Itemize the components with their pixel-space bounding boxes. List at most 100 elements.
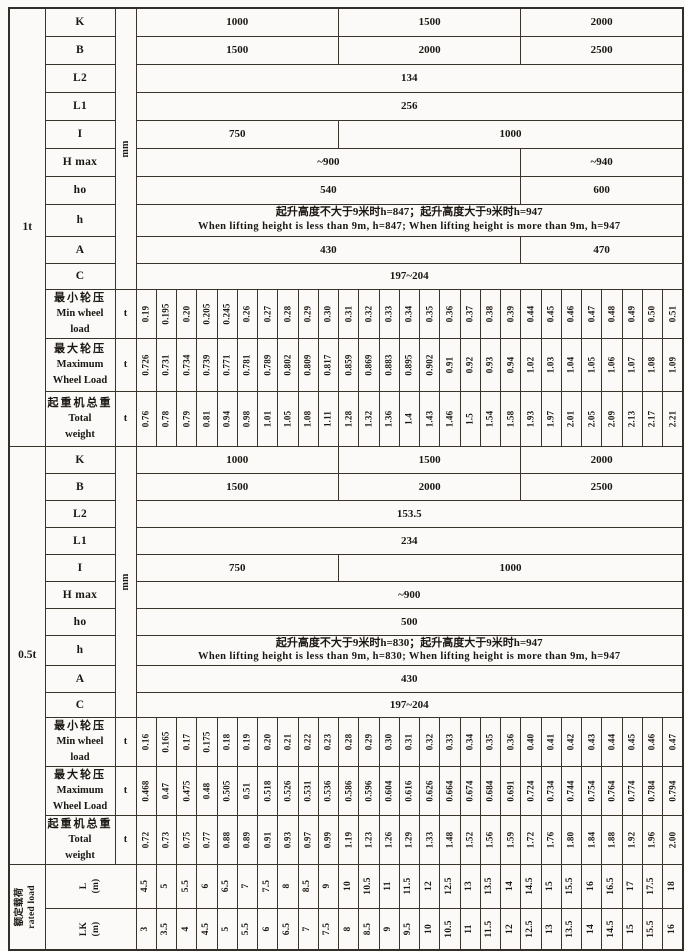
rotated-text: 1.80 bbox=[565, 831, 576, 848]
table-row: L2 134 bbox=[9, 63, 684, 93]
rotated-text: 0.23 bbox=[322, 733, 333, 750]
load-unit-cell: t bbox=[114, 390, 137, 447]
rotated-text: 10 bbox=[423, 923, 434, 934]
value-cell: 12.5 bbox=[520, 907, 542, 951]
rotated-text: 11 bbox=[464, 924, 475, 934]
rotated-text: 0.205 bbox=[201, 302, 212, 325]
value-cell: 1.32 bbox=[358, 390, 380, 447]
rotated-text: 12.5 bbox=[443, 877, 454, 895]
value-cell: 0.31 bbox=[398, 716, 421, 767]
value-cell: 0.98 bbox=[236, 390, 259, 447]
value-cell: 0.48 bbox=[601, 288, 623, 339]
value-cell: 0.205 bbox=[196, 288, 218, 339]
value-cell: 0.45 bbox=[621, 716, 643, 767]
rotated-text: 0.22 bbox=[302, 733, 313, 750]
value-cell: 2.17 bbox=[641, 390, 664, 447]
value-cell: 8.5 bbox=[358, 907, 380, 951]
value-cell: 0.30 bbox=[378, 716, 400, 767]
rotated-text: 2.21 bbox=[666, 410, 677, 427]
value-cell: 8 bbox=[337, 907, 360, 951]
dim-value-cell: 600 bbox=[520, 175, 684, 205]
rotated-text: 3.5 bbox=[160, 922, 171, 936]
value-cell: 0.794 bbox=[662, 765, 684, 816]
load-row-label-cell: 最大轮压 Maximum Wheel Load bbox=[44, 337, 116, 392]
value-cell: 0.88 bbox=[216, 814, 238, 865]
value-cell: 0.604 bbox=[378, 765, 400, 816]
rotated-text: 0.19 bbox=[241, 733, 252, 750]
value-cell: 0.43 bbox=[580, 716, 603, 767]
value-cell: 13 bbox=[540, 907, 562, 951]
value-cell: 1.43 bbox=[418, 390, 441, 447]
rotated-text: 1.03 bbox=[545, 356, 556, 373]
value-cell: 0.764 bbox=[601, 765, 623, 816]
value-cell: 0.99 bbox=[317, 814, 340, 865]
value-cell: 0.869 bbox=[358, 337, 380, 392]
rotated-text: 0.34 bbox=[403, 305, 414, 322]
value-cell: 0.50 bbox=[641, 288, 664, 339]
rotated-text: 0.774 bbox=[626, 779, 637, 802]
value-cell: 0.44 bbox=[601, 716, 623, 767]
rotated-text: 0.45 bbox=[626, 733, 637, 750]
value-cell: 15 bbox=[540, 863, 562, 909]
table-row: B 1500 2000 2500 bbox=[9, 472, 684, 501]
row-label-h-max: H max bbox=[44, 580, 116, 609]
rotated-text: 2.09 bbox=[606, 410, 617, 427]
dim-value-cell: 1000 bbox=[135, 445, 339, 474]
rotated-text: 0.664 bbox=[444, 779, 455, 802]
value-cell: 1.46 bbox=[439, 390, 461, 447]
rotated-text: 0.51 bbox=[241, 782, 252, 799]
value-cell: 0.93 bbox=[479, 337, 502, 392]
rotated-text: 7.5 bbox=[322, 922, 333, 936]
rotated-text: 0.72 bbox=[140, 831, 151, 848]
value-cell: 1.07 bbox=[621, 337, 643, 392]
row-label-h: h bbox=[44, 634, 116, 666]
rotated-text: 0.902 bbox=[424, 353, 434, 376]
table-row: A 430 bbox=[9, 664, 684, 693]
load-unit-cell: t bbox=[114, 814, 137, 865]
value-cell: 1.03 bbox=[540, 337, 562, 392]
value-cell: 8.5 bbox=[297, 863, 319, 909]
rotated-text: 14.5 bbox=[524, 877, 535, 895]
value-cell: 6.5 bbox=[277, 907, 299, 951]
rotated-text: 0.596 bbox=[363, 779, 374, 802]
value-cell: 0.526 bbox=[277, 765, 299, 816]
load-row-label-cell: 起重机总重 Total weight bbox=[44, 390, 116, 447]
value-cell: 0.18 bbox=[216, 716, 238, 767]
value-cell: 1.05 bbox=[580, 337, 603, 392]
value-cell: 0.195 bbox=[155, 288, 178, 339]
rotated-text: 0.79 bbox=[181, 410, 191, 427]
dim-value-cell: 1000 bbox=[135, 7, 339, 37]
load-row-label-cell: 起重机总重 Total weight bbox=[44, 814, 116, 865]
value-cell: 1.88 bbox=[601, 814, 623, 865]
rotated-text: 4.5 bbox=[140, 879, 151, 893]
dim-value-cell: 750 bbox=[135, 553, 339, 582]
rotated-text: 5 bbox=[221, 926, 232, 932]
rotated-text: 1.96 bbox=[646, 831, 657, 848]
value-cell: 10 bbox=[337, 863, 360, 909]
rotated-text: 0.895 bbox=[403, 353, 414, 376]
rotated-text: 0.37 bbox=[464, 305, 475, 322]
value-cell: 1.04 bbox=[560, 337, 583, 392]
row-label-h: h bbox=[44, 203, 116, 237]
rotated-text: 0.475 bbox=[181, 779, 191, 802]
table-row: L2 153.5 bbox=[9, 499, 684, 528]
rotated-text: 0.77 bbox=[201, 831, 212, 848]
value-cell: 12 bbox=[418, 863, 441, 909]
value-cell: 0.27 bbox=[256, 288, 279, 339]
rotated-text: 0.36 bbox=[505, 733, 515, 750]
rotated-text: 12 bbox=[423, 881, 434, 891]
rotated-text: 18 bbox=[666, 881, 677, 891]
value-cell: 0.475 bbox=[175, 765, 198, 816]
rotated-text: 1.04 bbox=[565, 356, 576, 373]
value-cell: 0.41 bbox=[540, 716, 562, 767]
rotated-text: 0.505 bbox=[221, 779, 232, 802]
load-row-label: 最小轮压 Min wheel load bbox=[54, 291, 106, 335]
value-cell: 0.46 bbox=[560, 288, 583, 339]
value-cell: 0.731 bbox=[155, 337, 178, 392]
rotated-text: 0.802 bbox=[282, 353, 293, 376]
value-cell: 15 bbox=[621, 907, 643, 951]
rotated-text: 1.01 bbox=[262, 410, 272, 427]
value-cell: 1.54 bbox=[479, 390, 502, 447]
value-cell: 0.674 bbox=[459, 765, 481, 816]
rotated-text: 5.5 bbox=[180, 879, 191, 893]
